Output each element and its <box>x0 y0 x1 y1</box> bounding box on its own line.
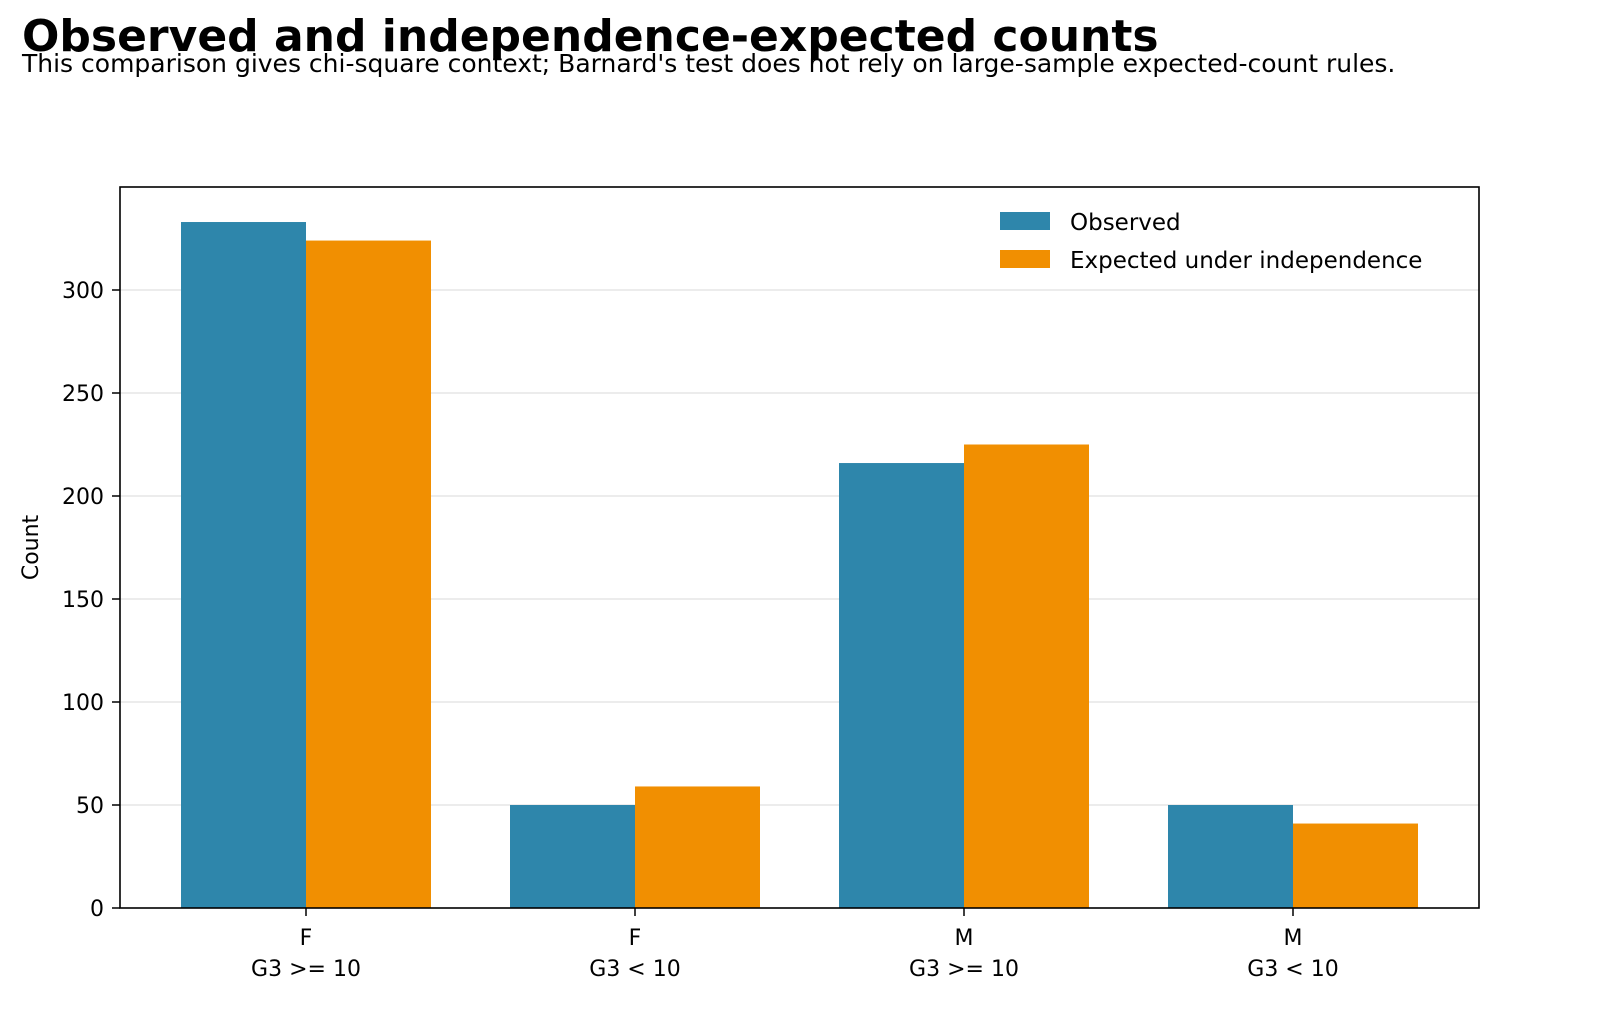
bar <box>510 805 635 908</box>
x-tick-label: F <box>300 926 313 951</box>
y-tick-label: 300 <box>62 279 104 304</box>
y-tick-label: 200 <box>62 485 104 510</box>
y-tick-label: 150 <box>62 588 104 613</box>
bar <box>1293 823 1418 908</box>
legend-label: Expected under independence <box>1070 248 1422 274</box>
x-tick-label: M <box>1284 926 1303 951</box>
legend-swatch <box>1000 212 1050 230</box>
legend-swatch <box>1000 250 1050 268</box>
bar <box>1168 805 1293 908</box>
x-axis-ticks: F G3 >= 10 F G3 < 10 M G3 >= 10 M G3 < 10 <box>251 908 1339 982</box>
legend-label: Observed <box>1070 210 1181 236</box>
chart-title: Observed and independence-expected count… <box>22 11 1159 62</box>
y-tick-label: 100 <box>62 691 104 716</box>
y-axis-ticks: 0 50 100 150 200 250 300 <box>62 279 120 922</box>
x-tick-label: G3 >= 10 <box>909 957 1019 982</box>
bars <box>181 222 1418 908</box>
y-tick-label: 50 <box>76 794 104 819</box>
bar <box>964 444 1089 908</box>
plot-frame <box>119 186 1480 909</box>
chart-subtitle: This comparison gives chi-square context… <box>22 49 1396 78</box>
x-tick-label: F <box>629 926 642 951</box>
y-axis-label: Count <box>19 514 44 580</box>
bar <box>181 222 306 908</box>
bar <box>839 463 964 908</box>
x-tick-label: G3 < 10 <box>589 957 680 982</box>
bar <box>635 786 760 908</box>
legend: Observed Expected under independence <box>1000 210 1422 274</box>
x-tick-label: G3 < 10 <box>1247 957 1338 982</box>
y-tick-label: 0 <box>90 897 104 922</box>
x-tick-label: G3 >= 10 <box>251 957 361 982</box>
y-tick-label: 250 <box>62 382 104 407</box>
x-tick-label: M <box>955 926 974 951</box>
bar <box>306 240 431 908</box>
